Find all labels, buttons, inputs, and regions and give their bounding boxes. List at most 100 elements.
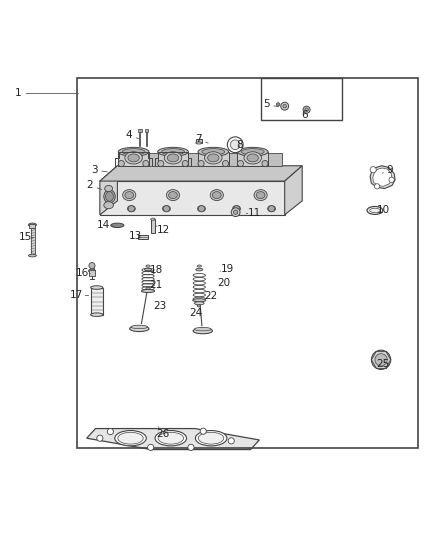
- Ellipse shape: [208, 154, 219, 162]
- Bar: [89, 270, 95, 276]
- Ellipse shape: [196, 268, 203, 271]
- Bar: [31, 229, 35, 255]
- Ellipse shape: [128, 154, 139, 162]
- Ellipse shape: [146, 287, 150, 289]
- Ellipse shape: [370, 208, 380, 213]
- Ellipse shape: [237, 147, 268, 156]
- Circle shape: [233, 210, 238, 214]
- Ellipse shape: [146, 265, 150, 267]
- Circle shape: [305, 108, 308, 111]
- Ellipse shape: [125, 191, 134, 199]
- Circle shape: [262, 160, 268, 167]
- Text: 5: 5: [263, 100, 270, 109]
- Ellipse shape: [131, 325, 148, 329]
- Text: 18: 18: [150, 265, 163, 275]
- Ellipse shape: [88, 269, 95, 273]
- Ellipse shape: [197, 265, 201, 267]
- Circle shape: [228, 438, 234, 444]
- Bar: [91, 287, 103, 314]
- Circle shape: [268, 206, 275, 212]
- Circle shape: [276, 103, 280, 106]
- Text: 16: 16: [76, 268, 89, 278]
- Text: 20: 20: [217, 278, 230, 288]
- Text: 9: 9: [386, 165, 393, 175]
- Ellipse shape: [194, 327, 211, 331]
- Polygon shape: [175, 152, 203, 166]
- Ellipse shape: [169, 191, 177, 199]
- Circle shape: [281, 102, 289, 110]
- Polygon shape: [373, 168, 392, 187]
- Ellipse shape: [210, 190, 223, 200]
- Ellipse shape: [166, 190, 180, 200]
- Polygon shape: [136, 152, 164, 166]
- Ellipse shape: [198, 147, 229, 156]
- Text: 22: 22: [205, 291, 218, 301]
- Circle shape: [198, 206, 205, 212]
- Ellipse shape: [123, 190, 136, 200]
- Text: 21: 21: [149, 280, 162, 290]
- Ellipse shape: [111, 223, 124, 228]
- Ellipse shape: [91, 313, 103, 317]
- Ellipse shape: [205, 152, 222, 164]
- Circle shape: [233, 206, 240, 212]
- Polygon shape: [285, 166, 302, 215]
- Text: 12: 12: [157, 225, 170, 235]
- Circle shape: [158, 160, 164, 167]
- Bar: [261, 78, 342, 120]
- Circle shape: [163, 206, 170, 212]
- Circle shape: [200, 428, 206, 434]
- Polygon shape: [158, 152, 188, 166]
- Ellipse shape: [118, 432, 143, 444]
- Ellipse shape: [151, 218, 155, 220]
- Circle shape: [303, 106, 310, 113]
- Ellipse shape: [196, 142, 202, 144]
- Bar: [138, 235, 148, 239]
- Text: 25: 25: [377, 359, 390, 369]
- Ellipse shape: [125, 152, 142, 164]
- Ellipse shape: [141, 289, 155, 293]
- Ellipse shape: [130, 326, 149, 332]
- Ellipse shape: [167, 154, 179, 162]
- Polygon shape: [87, 429, 259, 449]
- Polygon shape: [100, 181, 285, 215]
- Circle shape: [118, 160, 124, 167]
- Text: 1: 1: [15, 88, 22, 99]
- Circle shape: [148, 445, 154, 450]
- Ellipse shape: [244, 152, 261, 164]
- Text: 19: 19: [221, 264, 234, 274]
- Polygon shape: [118, 152, 149, 166]
- Ellipse shape: [197, 305, 201, 307]
- Ellipse shape: [122, 149, 145, 155]
- Text: 6: 6: [301, 110, 308, 120]
- Ellipse shape: [247, 154, 258, 162]
- Circle shape: [223, 160, 229, 167]
- Text: 24: 24: [189, 309, 202, 318]
- Ellipse shape: [212, 191, 221, 199]
- Bar: [90, 265, 94, 270]
- Circle shape: [143, 160, 149, 167]
- Ellipse shape: [158, 147, 188, 156]
- Text: 7: 7: [195, 134, 202, 144]
- Polygon shape: [198, 152, 229, 166]
- Bar: [196, 139, 202, 143]
- Ellipse shape: [164, 152, 182, 164]
- Ellipse shape: [118, 147, 149, 156]
- Circle shape: [374, 184, 380, 189]
- Circle shape: [227, 137, 243, 152]
- Text: 2: 2: [86, 181, 93, 190]
- Bar: [151, 219, 155, 233]
- Circle shape: [230, 140, 240, 150]
- Text: 14: 14: [97, 220, 110, 230]
- Text: 17: 17: [70, 290, 83, 300]
- Ellipse shape: [105, 185, 113, 191]
- Circle shape: [107, 429, 113, 435]
- Polygon shape: [237, 152, 268, 166]
- Ellipse shape: [158, 432, 184, 444]
- Circle shape: [375, 354, 387, 366]
- Circle shape: [370, 167, 376, 173]
- Circle shape: [198, 160, 204, 167]
- Circle shape: [371, 350, 391, 369]
- Ellipse shape: [198, 432, 224, 444]
- Ellipse shape: [155, 431, 187, 446]
- Ellipse shape: [145, 268, 152, 271]
